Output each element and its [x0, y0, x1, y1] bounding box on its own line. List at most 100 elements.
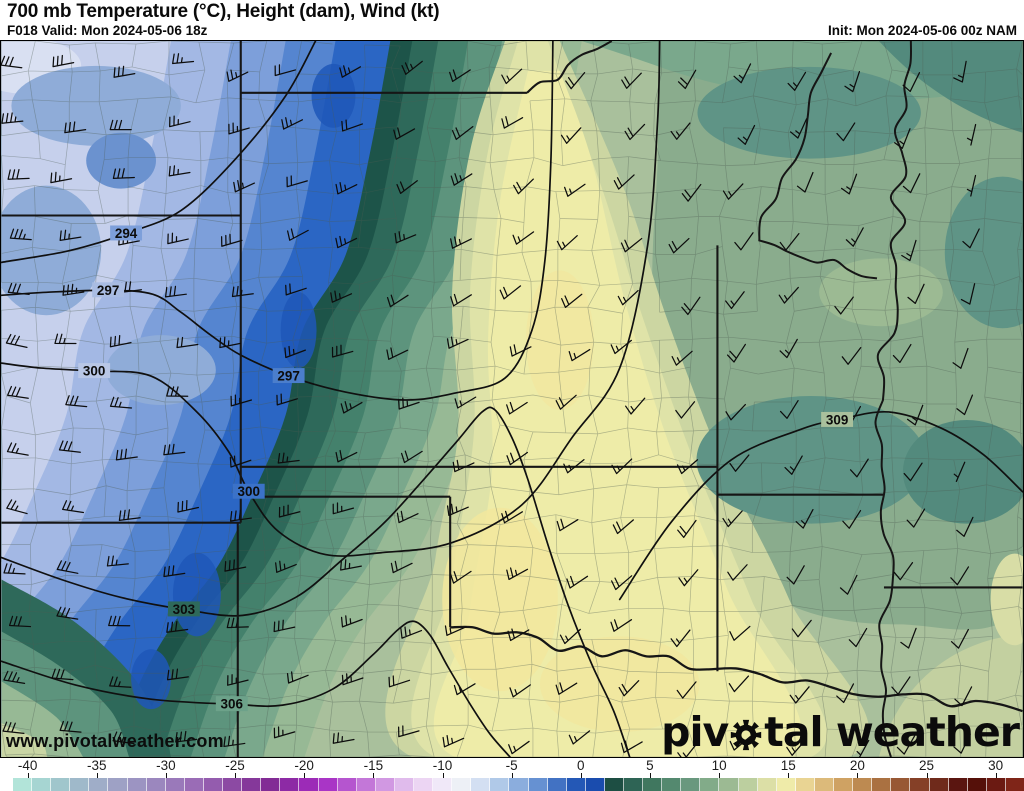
- wind-barb: [9, 228, 32, 241]
- wind-barb: [454, 396, 477, 409]
- colorbar-segment: [681, 778, 701, 791]
- wind-barb: [167, 232, 189, 245]
- wind-barb: [613, 174, 635, 190]
- colorbar-segment: [261, 778, 281, 791]
- wind-barb: [671, 350, 693, 366]
- colorbar-segment: [738, 778, 758, 791]
- colorbar-tick-label: 25: [919, 758, 935, 773]
- colorbar-tick-label: 30: [988, 758, 1004, 773]
- wind-barb: [450, 293, 472, 307]
- wind-barb: [677, 519, 697, 539]
- colorbar-tick-label: 10: [711, 758, 727, 773]
- wind-barb: [230, 394, 253, 407]
- wind-barb: [953, 733, 971, 754]
- wind-barb: [555, 394, 577, 410]
- wind-barb: [331, 344, 354, 358]
- height-contour-line: [1, 41, 317, 264]
- wind-barb: [444, 625, 467, 636]
- wind-barb: [220, 233, 243, 247]
- page-title: 700 mb Temperature (°C), Height (dam), W…: [7, 1, 440, 22]
- wind-barb: [849, 458, 869, 478]
- colorbar-tickmark: [995, 773, 997, 779]
- wind-barb: [733, 63, 752, 84]
- colorbar-segment: [394, 778, 414, 791]
- wind-barb: [954, 686, 973, 707]
- wind-barb: [287, 228, 309, 241]
- contour-label-halo: [92, 282, 125, 298]
- wind-barb: [229, 509, 252, 522]
- wind-barb: [678, 569, 699, 587]
- red-river-border: [450, 625, 1023, 713]
- colorbar-segment: [108, 778, 128, 791]
- wind-barb: [335, 181, 358, 195]
- colorbar-tickmark: [649, 773, 651, 779]
- colorbar-tickmark: [442, 773, 444, 779]
- colorbar-segment: [700, 778, 720, 791]
- wind-barb: [62, 283, 85, 296]
- wind-barb: [560, 127, 582, 144]
- colorbar-segment: [929, 778, 949, 791]
- colorbar-segment: [165, 778, 185, 791]
- wind-barb: [277, 452, 300, 464]
- wind-barb: [54, 333, 77, 345]
- colorbar-segment: [967, 778, 987, 791]
- wind-barb: [786, 738, 807, 756]
- wind-barb: [177, 499, 199, 513]
- wind-barb: [335, 449, 358, 463]
- wind-barb: [903, 462, 923, 482]
- wind-barb: [1, 55, 23, 69]
- contour-label-halo: [78, 363, 111, 379]
- temperature-colorbar: [13, 778, 1024, 791]
- wind-barb: [902, 72, 921, 93]
- wind-barb: [509, 684, 531, 698]
- colorbar-segment: [223, 778, 243, 791]
- colorbar-segment: [299, 778, 319, 791]
- colorbar-tickmark: [580, 773, 582, 779]
- wind-barb: [50, 171, 73, 184]
- contour-label-halo: [167, 601, 200, 617]
- wind-barb: [228, 122, 250, 135]
- colorbar-tickmark: [788, 773, 790, 779]
- wind-barb: [848, 627, 868, 648]
- temperature-cold-spot: [131, 649, 171, 710]
- wind-barb: [176, 336, 199, 349]
- wind-barb: [58, 440, 81, 453]
- wind-barb: [722, 510, 743, 528]
- wind-barb: [275, 560, 297, 573]
- init-time-label: Init: Mon 2024-05-06 00z NAM: [827, 23, 1017, 38]
- colorbar-segment: [910, 778, 930, 791]
- wind-barb: [286, 175, 308, 188]
- contour-label: 300: [238, 484, 260, 499]
- wind-barb: [229, 455, 252, 468]
- colorbar-segment: [375, 778, 395, 791]
- wind-barb: [620, 237, 643, 253]
- colorbar-segment: [356, 778, 376, 791]
- wind-barb: [446, 503, 469, 516]
- wind-barb: [620, 740, 643, 754]
- colorbar-segment: [471, 778, 491, 791]
- wind-barb: [449, 69, 471, 83]
- temperature-warm-patch: [442, 507, 558, 692]
- wind-barb: [452, 459, 475, 473]
- gear-icon: [731, 719, 762, 750]
- colorbar-tick-label: 20: [849, 758, 865, 773]
- logo-text-pre: piv: [661, 708, 729, 756]
- wind-barb: [509, 344, 532, 357]
- temperature-band: [1, 185, 102, 316]
- wind-barb: [681, 296, 701, 316]
- wind-barb: [339, 65, 362, 78]
- wind-barb: [856, 739, 870, 757]
- wind-barb: [789, 118, 808, 139]
- wind-barb: [52, 54, 75, 68]
- wind-barb: [499, 285, 522, 300]
- colorbar-tickmark: [373, 773, 375, 779]
- wind-barb: [340, 559, 362, 571]
- colorbar-segment: [776, 778, 796, 791]
- colorbar-segment: [643, 778, 663, 791]
- wind-barb: [556, 235, 578, 251]
- wind-barb: [274, 64, 297, 77]
- colorbar-tick-label: -20: [294, 758, 314, 773]
- wind-barb: [789, 686, 810, 704]
- wind-barb: [281, 117, 304, 130]
- wind-barb: [284, 345, 307, 359]
